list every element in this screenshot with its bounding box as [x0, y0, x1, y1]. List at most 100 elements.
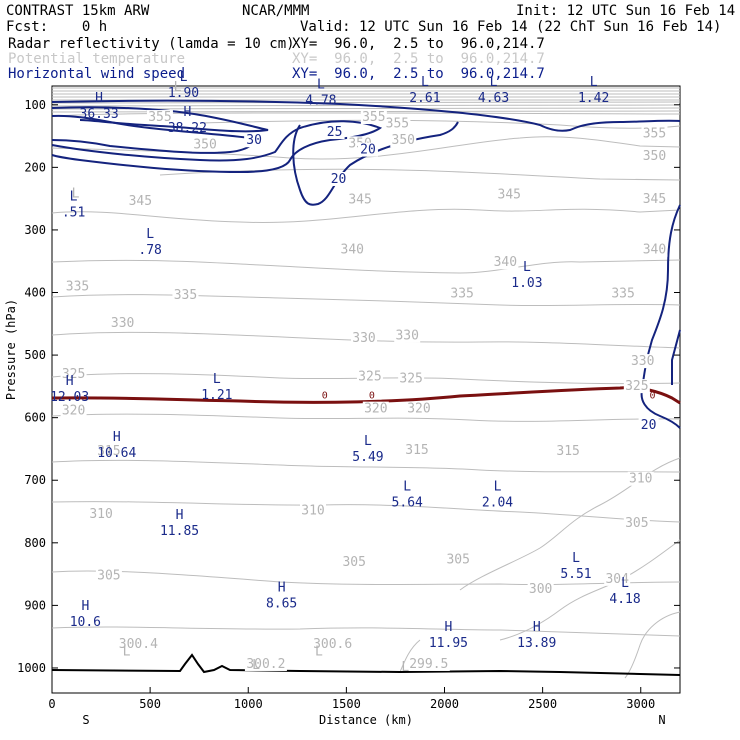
wind-extremum-marker: L [180, 70, 188, 85]
wind-extremum-value: 5.64 [392, 496, 423, 511]
y-tick-label: 200 [24, 160, 46, 174]
theta-contour-label: 300.6 [313, 637, 352, 652]
label-halo [623, 516, 650, 531]
wind-extremum-value: 10.6 [70, 615, 101, 630]
wind-extremum-value: 2.61 [409, 91, 440, 106]
theta-contour-label: 345 [498, 188, 521, 203]
label-halo [324, 125, 345, 140]
theta-contour-label: 340 [341, 243, 364, 258]
x-tick-label: 0 [48, 697, 55, 711]
forecast-hour: Fcst: 0 h [6, 19, 108, 35]
label-halo [88, 506, 115, 521]
theta-contour-label: 350 [392, 133, 415, 148]
theta-contour-label: 330 [111, 316, 134, 331]
theta-contour-label: 300 [529, 582, 552, 597]
theta-contour-label: 320 [407, 402, 430, 417]
label-halo [357, 142, 378, 157]
label-halo [64, 279, 91, 294]
label-halo [95, 568, 122, 583]
theta-contour-label: 340 [494, 255, 517, 270]
label-halo [127, 193, 154, 208]
label-halo [146, 110, 173, 125]
wind-extremum-marker: H [176, 508, 184, 523]
y-tick-label: 300 [24, 223, 46, 237]
theta-contour-label: 335 [450, 287, 473, 302]
field-reflectivity-xy: XY= 96.0, 2.5 to 96.0,214.7 [292, 36, 545, 52]
valid-time: Valid: 12 UTC Sun 16 Feb 14 (22 ChT Sun … [300, 19, 722, 35]
theta-extremum-marker: L [72, 186, 80, 201]
theta-extremum-marker: L [401, 660, 409, 675]
theta-contour-label: 335 [174, 288, 197, 303]
label-halo [629, 354, 656, 369]
wind-extremum-value: 1.21 [201, 388, 232, 403]
label-halo [445, 552, 472, 567]
freezing-level-label: 0 [650, 391, 656, 402]
x-tick-label: 500 [139, 697, 161, 711]
wind-extremum-marker: L [364, 434, 372, 449]
label-halo [641, 148, 668, 163]
theta-contour-label: 335 [66, 280, 89, 295]
theta-contour-label: 305 [342, 555, 365, 570]
freezing-level-label: 0 [322, 391, 328, 402]
label-halo [527, 581, 554, 596]
theta-contour-label: 315 [556, 444, 579, 459]
label-halo [641, 242, 668, 257]
theta-contour-label: 330 [631, 354, 654, 369]
wind-contour-label: 20 [360, 143, 376, 158]
label-halo [641, 192, 668, 207]
theta-contour-label: 325 [625, 379, 648, 394]
y-tick-label: 400 [24, 286, 46, 300]
theta-contour-label: 305 [625, 516, 648, 531]
x-tick-label: 2000 [430, 697, 459, 711]
wind-contour-label: 20 [331, 172, 347, 187]
theta-contour-label: 355 [362, 110, 385, 125]
theta-extremum-marker: L [123, 644, 131, 659]
label-halo [192, 137, 219, 152]
wind-extremum-marker: L [490, 75, 498, 90]
wind-extremum-marker: L [523, 260, 531, 275]
label-halo [362, 401, 389, 416]
theta-contour-label: 355 [148, 110, 171, 125]
wind-extremum-value: 5.51 [560, 567, 591, 582]
label-halo [341, 554, 368, 569]
theta-contour-label: 350 [193, 138, 216, 153]
label-halo [356, 369, 383, 384]
label-halo [641, 126, 668, 141]
wind-extremum-marker: L [317, 77, 325, 92]
init-time: Init: 12 UTC Sun 16 Feb 14 [516, 3, 736, 19]
theta-extremum-marker: L [252, 658, 260, 673]
field-wind-xy: XY= 96.0, 2.5 to 96.0,214.7 [292, 66, 545, 82]
wind-extremum-value: 1.03 [511, 276, 542, 291]
wind-extremum-value: 11.95 [429, 636, 468, 651]
theta-contour-label: 355 [643, 126, 666, 141]
label-halo [398, 371, 425, 386]
field-theta-xy: XY= 96.0, 2.5 to 96.0,214.7 [292, 51, 545, 67]
theta-contour-label: 345 [348, 193, 371, 208]
terrain-line [51, 653, 681, 676]
wind-extremum-value: 10.64 [97, 446, 136, 461]
theta-contour-label: 310 [301, 504, 324, 519]
label-halo [610, 286, 637, 301]
x-tick-label: 3000 [626, 697, 655, 711]
label-halo [244, 656, 287, 671]
wind-extremum-value: 13.89 [517, 636, 556, 651]
wind-extremum-marker: H [278, 580, 286, 595]
label-halo [404, 442, 431, 457]
wind-extremum-value: .78 [138, 243, 161, 258]
freezing-level-label: 0 [369, 391, 375, 402]
wind-extremum-value: 4.78 [305, 93, 336, 108]
theta-contour-label: 345 [129, 194, 152, 209]
theta-contour-label: 330 [352, 331, 375, 346]
wind-extremum-value: 12.03 [50, 390, 89, 405]
y-tick-label: 800 [24, 536, 46, 550]
theta-contour-label: 350 [643, 149, 666, 164]
theta-contour-label: 325 [399, 372, 422, 387]
label-halo [394, 328, 421, 343]
label-halo [117, 636, 160, 651]
label-halo [623, 379, 650, 394]
wind-extremum-marker: H [183, 105, 191, 120]
label-halo [555, 444, 582, 459]
label-halo [604, 571, 631, 586]
x-tick-label: 1500 [332, 697, 361, 711]
